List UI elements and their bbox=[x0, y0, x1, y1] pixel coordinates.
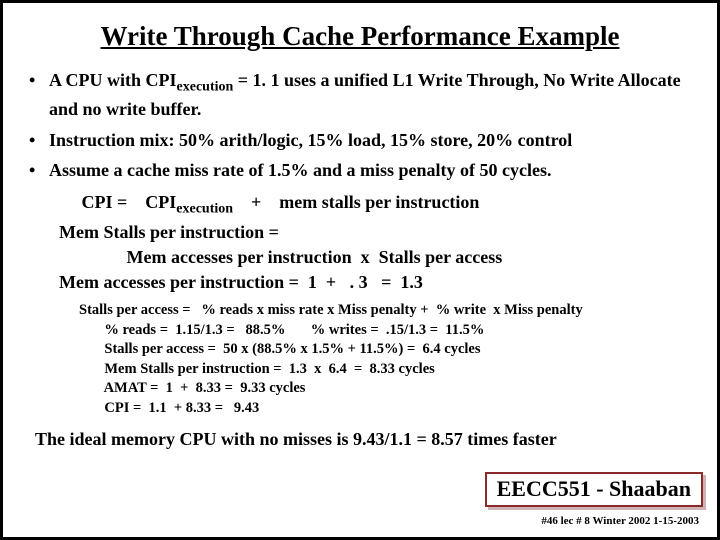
calc-line-2: % reads = 1.15/1.3 = 88.5% % writes = .1… bbox=[79, 321, 693, 341]
equation-block: CPI = CPIexecution + mem stalls per inst… bbox=[59, 190, 693, 295]
eq-line-3: Mem accesses per instruction x Stalls pe… bbox=[59, 245, 693, 270]
calc-line-6: CPI = 1.1 + 8.33 = 9.43 bbox=[79, 399, 693, 419]
bullet-1: A CPU with CPIexecution = 1. 1 uses a un… bbox=[27, 68, 693, 122]
calc-block: Stalls per access = % reads x miss rate … bbox=[79, 301, 693, 418]
calc-line-4: Mem Stalls per instruction = 1.3 x 6.4 =… bbox=[79, 360, 693, 380]
eq-line-4: Mem accesses per instruction = 1 + . 3 =… bbox=[59, 270, 693, 295]
calc-line-3: Stalls per access = 50 x (88.5% x 1.5% +… bbox=[79, 340, 693, 360]
bullet-list: A CPU with CPIexecution = 1. 1 uses a un… bbox=[27, 68, 693, 182]
eq-line-2: Mem Stalls per instruction = bbox=[59, 220, 693, 245]
bullet-3-text: Assume a cache miss rate of 1.5% and a m… bbox=[49, 160, 551, 180]
bullet-1-pre: A CPU with CPI bbox=[49, 70, 177, 90]
eq-line-1a: CPI = CPI bbox=[59, 192, 176, 212]
course-footer: EECC551 - Shaaban bbox=[485, 472, 703, 507]
bullet-2: Instruction mix: 50% arith/logic, 15% lo… bbox=[27, 128, 693, 152]
eq-line-1-sub: execution bbox=[176, 202, 233, 217]
slide: Write Through Cache Performance Example … bbox=[3, 3, 717, 537]
calc-line-5: AMAT = 1 + 8.33 = 9.33 cycles bbox=[79, 379, 693, 399]
eq-line-1b: + mem stalls per instruction bbox=[233, 192, 479, 212]
conclusion: The ideal memory CPU with no misses is 9… bbox=[35, 429, 693, 450]
footer-meta: #46 lec # 8 Winter 2002 1-15-2003 bbox=[541, 515, 699, 527]
bullet-2-text: Instruction mix: 50% arith/logic, 15% lo… bbox=[49, 130, 572, 150]
slide-title: Write Through Cache Performance Example bbox=[27, 21, 693, 52]
calc-line-1: Stalls per access = % reads x miss rate … bbox=[79, 301, 693, 321]
bullet-3: Assume a cache miss rate of 1.5% and a m… bbox=[27, 158, 693, 182]
bullet-1-sub: execution bbox=[177, 80, 234, 95]
eq-line-1: CPI = CPIexecution + mem stalls per inst… bbox=[59, 190, 693, 219]
